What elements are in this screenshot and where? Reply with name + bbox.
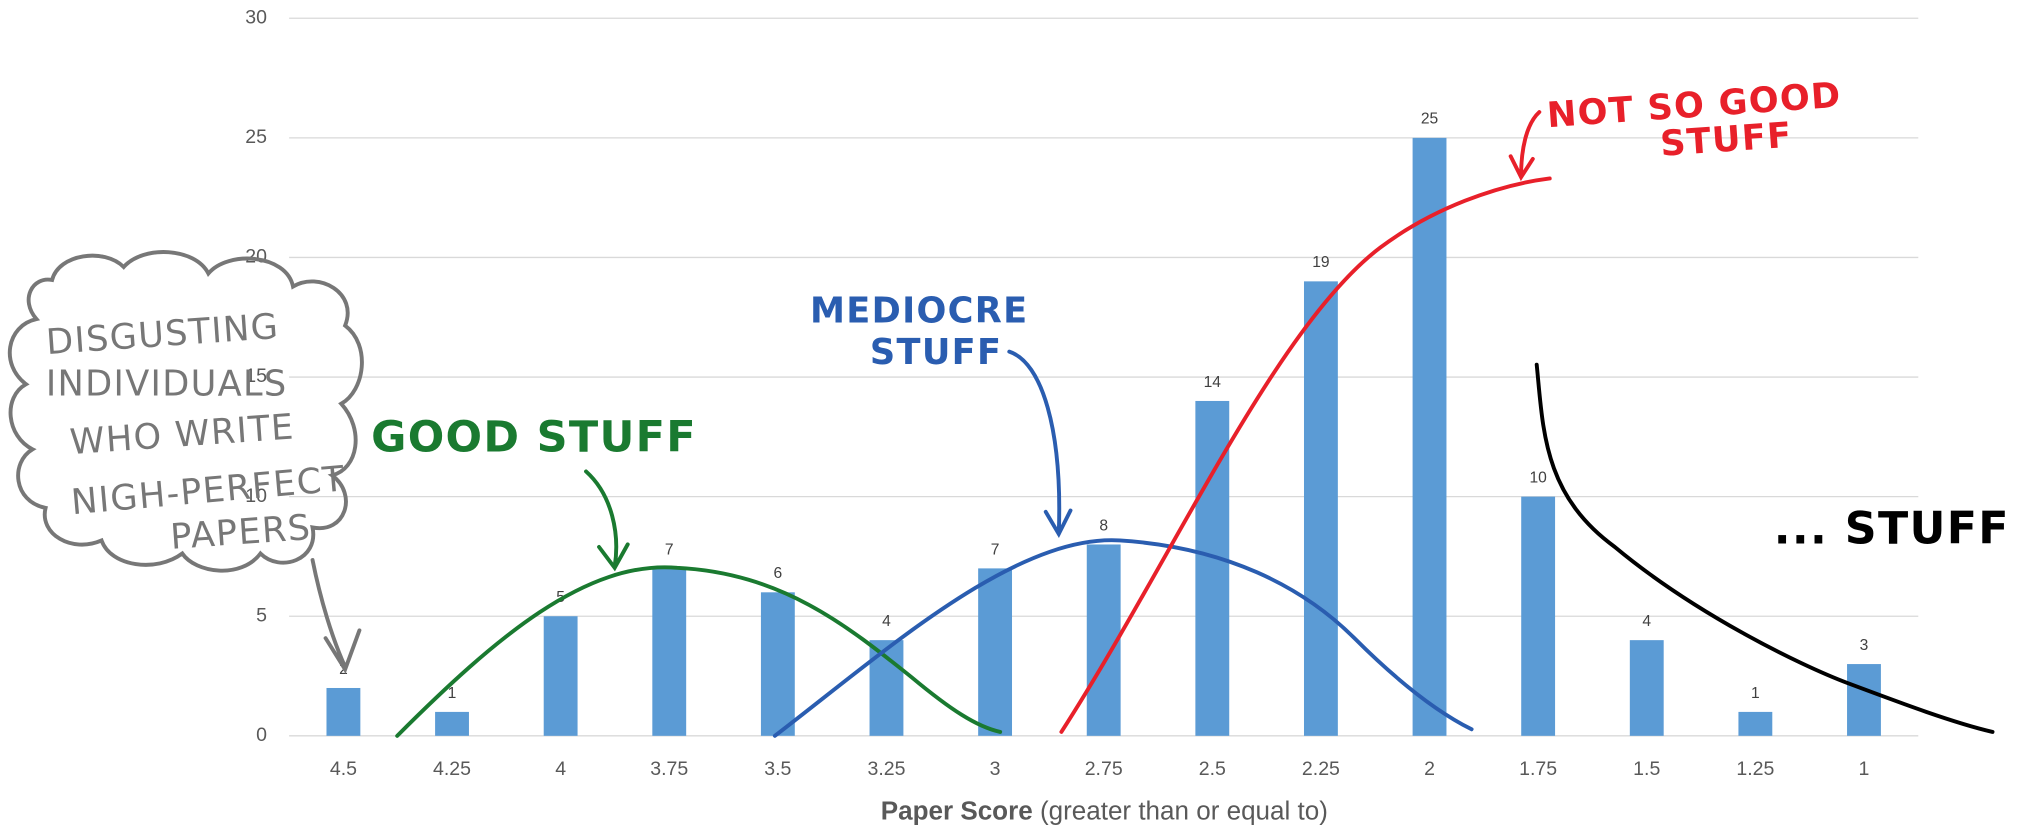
bar bbox=[1847, 664, 1881, 736]
data-label: 4 bbox=[1642, 613, 1651, 630]
x-tick-label: 1.25 bbox=[1736, 758, 1774, 780]
x-tick-label: 1.75 bbox=[1519, 758, 1557, 780]
bar bbox=[869, 640, 904, 736]
y-tick-label: 25 bbox=[245, 126, 267, 148]
cloud-line: INDIVIDUALS bbox=[46, 364, 288, 405]
x-tick-label: 1 bbox=[1859, 758, 1870, 780]
data-label: 14 bbox=[1204, 374, 1222, 391]
x-tick-label: 2.5 bbox=[1199, 758, 1226, 780]
x-tick-label: 3.25 bbox=[867, 758, 905, 780]
not-so-good-label: STUFF bbox=[1659, 115, 1794, 165]
x-tick-label: 1.5 bbox=[1633, 758, 1660, 780]
x-axis-title: Paper Score (greater than or equal to) bbox=[881, 796, 1328, 826]
cloud-line: DISGUSTING bbox=[45, 306, 281, 363]
x-tick-label: 3.75 bbox=[650, 758, 688, 780]
annotation-texts: DISGUSTING INDIVIDUALS WHO WRITE NIGH-PE… bbox=[45, 75, 2010, 558]
y-tick-label: 0 bbox=[256, 724, 267, 746]
data-label: 1 bbox=[448, 685, 457, 702]
data-label: 19 bbox=[1312, 254, 1329, 271]
bar bbox=[435, 711, 469, 736]
x-tick-label: 3.5 bbox=[764, 758, 791, 780]
bar bbox=[326, 687, 361, 736]
data-label: 7 bbox=[665, 541, 674, 558]
not-so-good-curve bbox=[1059, 176, 1552, 734]
x-tick-label: 4.5 bbox=[330, 758, 357, 780]
mediocre-curve bbox=[772, 538, 1474, 738]
data-label: 8 bbox=[1099, 517, 1108, 534]
other-label: ... STUFF bbox=[1774, 503, 2010, 554]
bar bbox=[1521, 496, 1556, 736]
data-label: 10 bbox=[1529, 470, 1547, 487]
x-axis-title-rest: (greater than or equal to) bbox=[1040, 796, 1328, 826]
bar bbox=[1629, 640, 1664, 736]
data-label: 4 bbox=[882, 613, 891, 630]
y-tick-label: 5 bbox=[256, 604, 267, 626]
annotation-curves bbox=[7, 110, 1995, 738]
bar bbox=[760, 592, 795, 736]
mediocre-arrow bbox=[1007, 349, 1073, 539]
y-tick-label: 20 bbox=[245, 246, 267, 268]
bar bbox=[978, 568, 1013, 736]
bar bbox=[1738, 711, 1773, 736]
good-arrow bbox=[584, 469, 630, 572]
mediocre-label: MEDIOCRE bbox=[810, 291, 1028, 332]
not-so-good-arrow bbox=[1508, 110, 1542, 182]
cloud-line: PAPERS bbox=[169, 507, 313, 558]
other-curve bbox=[1534, 362, 1995, 734]
good-label: GOOD STUFF bbox=[371, 413, 697, 463]
x-tick-label: 2.25 bbox=[1302, 758, 1340, 780]
cloud bbox=[7, 250, 364, 573]
data-label: 25 bbox=[1421, 111, 1439, 128]
x-tick-label: 4 bbox=[555, 758, 566, 780]
mediocre-label: STUFF bbox=[870, 332, 1002, 373]
bar bbox=[1303, 281, 1338, 736]
bar bbox=[543, 616, 578, 736]
data-label: 6 bbox=[774, 565, 783, 582]
data-label: 3 bbox=[1860, 637, 1869, 654]
x-tick-label: 2 bbox=[1424, 758, 1435, 780]
cloud-arrow bbox=[310, 558, 362, 674]
data-label: 7 bbox=[991, 541, 1000, 558]
axis-layer: 0510152025304.524.251453.7573.563.254372… bbox=[245, 6, 1919, 780]
y-tick-label: 30 bbox=[245, 6, 267, 28]
x-axis-title-bold: Paper Score bbox=[881, 796, 1033, 826]
bar bbox=[1412, 137, 1447, 736]
x-tick-label: 2.75 bbox=[1085, 758, 1123, 780]
y-tick-label: 10 bbox=[245, 485, 267, 507]
good-curve bbox=[395, 565, 1003, 738]
bar bbox=[652, 568, 687, 736]
data-label: 1 bbox=[1751, 685, 1760, 702]
y-tick-label: 15 bbox=[245, 365, 267, 387]
cloud-line: WHO WRITE bbox=[69, 406, 296, 463]
x-tick-label: 4.25 bbox=[433, 758, 471, 780]
x-tick-label: 3 bbox=[990, 758, 1001, 780]
